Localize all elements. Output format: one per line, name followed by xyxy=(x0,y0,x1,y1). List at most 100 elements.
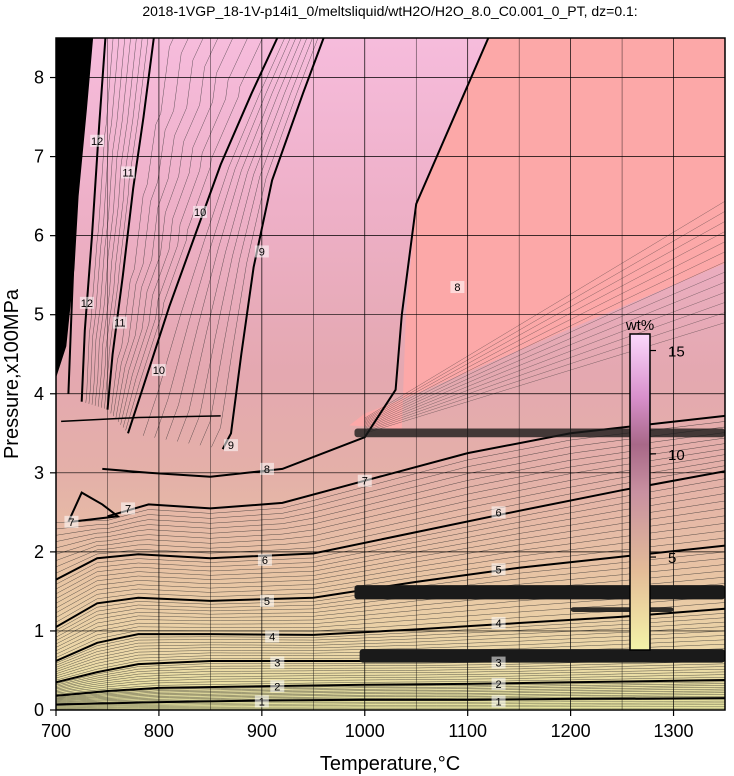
y-tick-label: 2 xyxy=(34,542,44,562)
contour-label: 10 xyxy=(194,207,206,219)
colorbar: wt% 5 10 15 xyxy=(625,317,685,651)
y-tick-label: 6 xyxy=(34,226,44,246)
minor-contour xyxy=(56,570,725,641)
plot-frame xyxy=(55,37,726,711)
y-tick-label: 5 xyxy=(34,305,44,325)
minor-contour xyxy=(56,426,725,530)
contour-label-bg xyxy=(265,630,280,643)
minor-contour xyxy=(142,38,285,436)
y-tick-label: 1 xyxy=(34,621,44,641)
x-tick-label: 1300 xyxy=(654,721,694,741)
y-tick-label: 4 xyxy=(34,384,44,404)
minor-contour xyxy=(115,38,204,420)
minor-contour xyxy=(56,694,725,703)
contour-label: 8 xyxy=(264,464,270,476)
contour-label-bg xyxy=(259,594,274,607)
minor-contour xyxy=(56,702,725,707)
contour-label-bg xyxy=(270,656,285,669)
contour-label: 6 xyxy=(496,507,502,519)
minor-contour xyxy=(56,685,725,699)
x-tick-label: 1200 xyxy=(551,721,591,741)
contour-label-bg xyxy=(112,316,127,329)
artifact-band xyxy=(359,649,725,663)
minor-contour xyxy=(56,617,725,666)
contour-line xyxy=(67,38,84,394)
minor-contour xyxy=(56,537,725,623)
colorbar-tick-label: 10 xyxy=(668,447,685,464)
minor-contour xyxy=(56,707,725,710)
minor-contour xyxy=(56,485,725,590)
minor-contour xyxy=(199,38,313,446)
contour-label: 7 xyxy=(125,503,131,515)
minor-contour xyxy=(56,595,725,655)
contour-line xyxy=(56,697,725,706)
contour-line xyxy=(56,679,725,697)
minor-contour xyxy=(56,589,725,652)
minor-contour xyxy=(56,530,725,618)
minor-contour xyxy=(165,38,297,440)
contour-label: 2 xyxy=(274,681,280,693)
contour-label-bg xyxy=(193,205,208,218)
minor-contour xyxy=(56,696,725,704)
minor-contour xyxy=(56,663,725,688)
minor-contour xyxy=(56,443,725,549)
contour-label-bg xyxy=(491,563,506,576)
y-tick-label: 3 xyxy=(34,463,44,483)
minor-contour xyxy=(88,38,120,404)
minor-contour xyxy=(56,706,725,709)
contour-label-bg xyxy=(121,502,136,515)
contour-line xyxy=(80,38,107,402)
minor-contour xyxy=(97,38,137,407)
contour-label: 9 xyxy=(228,440,234,452)
major-contours xyxy=(56,38,725,706)
contour-label: 9 xyxy=(259,246,265,258)
colorbar-label: wt% xyxy=(625,317,654,334)
contour-label: 7 xyxy=(362,476,368,488)
minor-contour xyxy=(56,668,725,691)
artifact-band xyxy=(354,585,725,600)
minor-contour xyxy=(56,688,725,701)
minor-contour xyxy=(56,459,725,568)
colorbar-ticks: 5 10 15 xyxy=(650,344,685,567)
minor-contour xyxy=(56,437,725,542)
minor-contour xyxy=(56,630,725,672)
minor-contour xyxy=(56,500,725,599)
contour-label-bg xyxy=(90,134,105,147)
minor-contour xyxy=(117,38,219,422)
x-tick-label: 1100 xyxy=(448,721,487,741)
minor-contour xyxy=(91,38,126,405)
minor-contour xyxy=(122,38,248,428)
contour-line xyxy=(56,607,725,662)
contour-label: 11 xyxy=(114,318,125,330)
contour-label-bg xyxy=(151,364,166,377)
minor-contour xyxy=(56,681,725,697)
minor-contour xyxy=(101,38,143,408)
contour-label-bg xyxy=(270,680,285,693)
minor-contour xyxy=(85,38,114,403)
contour-label: 12 xyxy=(91,136,103,148)
minor-contour xyxy=(56,686,725,700)
minor-contour xyxy=(56,626,725,670)
contour-label-bg xyxy=(491,656,506,669)
contour-line xyxy=(56,470,725,581)
contour-line xyxy=(102,38,490,478)
contour-label: 5 xyxy=(264,596,270,608)
minor-contour xyxy=(112,38,189,417)
x-tick-label: 800 xyxy=(144,721,174,741)
contour-label-bg xyxy=(357,474,372,487)
contour-line xyxy=(221,38,325,450)
minor-contour xyxy=(154,38,291,438)
y-tick-label: 7 xyxy=(34,147,44,167)
minor-contour xyxy=(56,690,725,702)
contour-line xyxy=(106,38,155,410)
minor-contour xyxy=(56,671,725,692)
minor-contour xyxy=(56,621,725,668)
contour-label: 8 xyxy=(454,282,460,294)
minor-contour xyxy=(56,692,725,703)
contour-label: 1 xyxy=(259,696,265,708)
saturated-region xyxy=(349,38,725,430)
contour-line xyxy=(127,38,279,434)
contour-label-bg xyxy=(64,515,79,528)
contour-label-bg xyxy=(121,166,136,179)
